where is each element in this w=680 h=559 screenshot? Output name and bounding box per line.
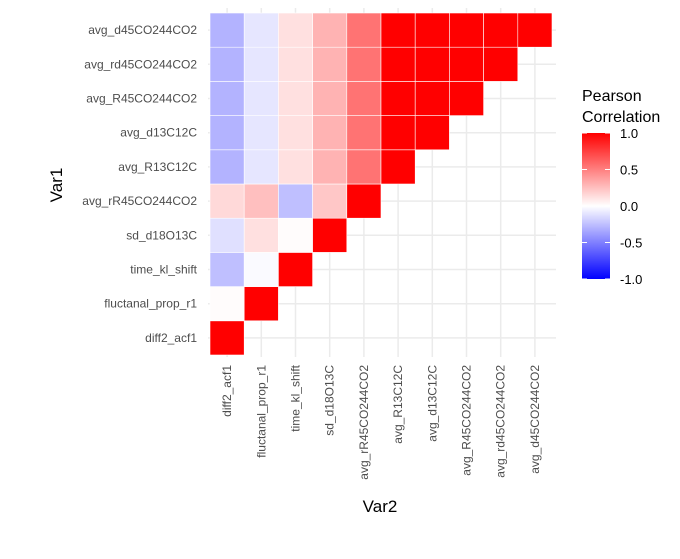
heatmap-cell bbox=[312, 46, 348, 82]
heatmap-cell bbox=[278, 12, 313, 48]
legend-ticks: 1.0 0.5 0.0 -0.5 -1.0 bbox=[582, 126, 642, 287]
heatmap-cell bbox=[517, 12, 553, 48]
y-tick-label: avg_d45CO244CO2 bbox=[88, 23, 197, 37]
heatmap-cell bbox=[312, 115, 348, 151]
color-legend: Pearson Correlation 1.0 0.5 0.0 -0.5 -1.0 bbox=[582, 88, 660, 287]
heatmap-cell bbox=[380, 115, 416, 151]
heatmap-cell bbox=[449, 46, 484, 82]
heatmap-cell bbox=[278, 46, 313, 82]
heatmap-cell bbox=[312, 183, 348, 219]
legend-tick-label: -1.0 bbox=[620, 272, 642, 287]
legend-tick-label: 0.0 bbox=[620, 199, 638, 214]
heatmap-cell bbox=[243, 149, 279, 185]
x-tick-label: avg_rR45CO244CO2 bbox=[357, 365, 371, 480]
y-tick-label: diff2_acf1 bbox=[145, 331, 197, 345]
heatmap-cell bbox=[346, 149, 382, 185]
heatmap-cell bbox=[209, 81, 245, 116]
heatmap-cell bbox=[243, 81, 279, 116]
y-tick-label: fluctanal_prop_r1 bbox=[104, 297, 197, 311]
heatmap-cell bbox=[209, 183, 245, 219]
heatmap-cell bbox=[209, 12, 245, 48]
x-tick-label: sd_d18O13C bbox=[323, 365, 337, 436]
legend-tick-label: 1.0 bbox=[620, 126, 638, 141]
heatmap-cell bbox=[312, 149, 348, 185]
heatmap-cell bbox=[380, 81, 416, 116]
heatmap-cell bbox=[414, 81, 450, 116]
heatmap-cell bbox=[209, 217, 245, 253]
x-tick-label: avg_R13C12C bbox=[391, 365, 405, 444]
x-tick-label: avg_d45CO244CO2 bbox=[528, 365, 542, 474]
heatmap-cell bbox=[346, 46, 382, 82]
y-tick-label: avg_R45CO244CO2 bbox=[86, 92, 197, 106]
heatmap-cell bbox=[278, 217, 313, 253]
x-tick-labels: diff2_acf1 fluctanal_prop_r1 time_kl_shift… bbox=[220, 364, 542, 479]
x-tick-label: avg_R45CO244CO2 bbox=[460, 365, 474, 476]
x-tick-label: avg_d13C12C bbox=[425, 365, 439, 442]
heatmap-cell bbox=[209, 286, 245, 322]
y-tick-label: avg_d13C12C bbox=[120, 126, 197, 140]
heatmap-cell bbox=[278, 183, 313, 219]
y-tick-label: avg_R13C12C bbox=[118, 160, 197, 174]
heatmap-cell bbox=[449, 12, 484, 48]
x-axis-title: Var2 bbox=[363, 497, 398, 516]
heatmap-cell bbox=[278, 81, 313, 116]
y-tick-labels: diff2_acf1 fluctanal_prop_r1 time_kl_shift… bbox=[82, 23, 197, 345]
x-tick-label: time_kl_shift bbox=[289, 364, 303, 431]
legend-title-line-1: Pearson bbox=[582, 88, 642, 105]
heatmap-cell bbox=[414, 12, 450, 48]
y-tick-label: avg_rd45CO244CO2 bbox=[84, 57, 197, 71]
heatmap-cell bbox=[243, 12, 279, 48]
heatmap-cell bbox=[346, 183, 382, 219]
heatmap-cell bbox=[278, 252, 313, 287]
heatmap-cell bbox=[243, 286, 279, 322]
heatmap-cell bbox=[346, 12, 382, 48]
heatmap-cells bbox=[209, 12, 553, 356]
heatmap-cell bbox=[483, 12, 519, 48]
heatmap-cell bbox=[243, 252, 279, 287]
heatmap-cell bbox=[278, 115, 313, 151]
heatmap-cell bbox=[414, 46, 450, 82]
heatmap-cell bbox=[346, 115, 382, 151]
heatmap-cell bbox=[380, 149, 416, 185]
heatmap-cell bbox=[278, 149, 313, 185]
y-axis-title: Var1 bbox=[47, 168, 66, 203]
heatmap-cell bbox=[209, 252, 245, 287]
heatmap-cell bbox=[243, 46, 279, 82]
heatmap-cell bbox=[209, 320, 245, 356]
heatmap-cell bbox=[414, 115, 450, 151]
heatmap-cell bbox=[209, 46, 245, 82]
legend-tick-label: -0.5 bbox=[620, 236, 642, 251]
y-tick-label: time_kl_shift bbox=[130, 263, 197, 277]
heatmap-cell bbox=[312, 81, 348, 116]
legend-title-line-2: Correlation bbox=[582, 109, 660, 126]
x-tick-label: fluctanal_prop_r1 bbox=[254, 365, 268, 458]
heatmap-cell bbox=[346, 81, 382, 116]
heatmap-cell bbox=[209, 149, 245, 185]
x-tick-label: diff2_acf1 bbox=[220, 365, 234, 417]
legend-tick-label: 0.5 bbox=[620, 163, 638, 178]
heatmap-cell bbox=[483, 46, 519, 82]
y-tick-label: avg_rR45CO244CO2 bbox=[82, 194, 197, 208]
y-tick-label: sd_d18O13C bbox=[126, 228, 197, 242]
x-tick-label: avg_rd45CO244CO2 bbox=[494, 365, 508, 478]
heatmap-cell bbox=[380, 12, 416, 48]
heatmap-cell bbox=[312, 12, 348, 48]
heatmap-cell bbox=[243, 183, 279, 219]
heatmap-cell bbox=[312, 217, 348, 253]
heatmap-cell bbox=[243, 115, 279, 151]
heatmap-cell bbox=[209, 115, 245, 151]
heatmap-cell bbox=[449, 81, 484, 116]
heatmap-cell bbox=[243, 217, 279, 253]
heatmap-cell bbox=[380, 46, 416, 82]
